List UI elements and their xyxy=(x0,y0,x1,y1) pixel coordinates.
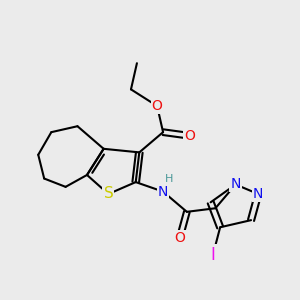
Text: O: O xyxy=(152,99,163,113)
Text: N: N xyxy=(230,178,241,191)
Text: O: O xyxy=(174,231,185,245)
Text: I: I xyxy=(211,246,215,264)
Text: O: O xyxy=(184,129,195,143)
Text: S: S xyxy=(103,187,113,202)
Text: N: N xyxy=(253,187,263,201)
Text: N: N xyxy=(158,184,168,199)
Text: H: H xyxy=(165,174,173,184)
